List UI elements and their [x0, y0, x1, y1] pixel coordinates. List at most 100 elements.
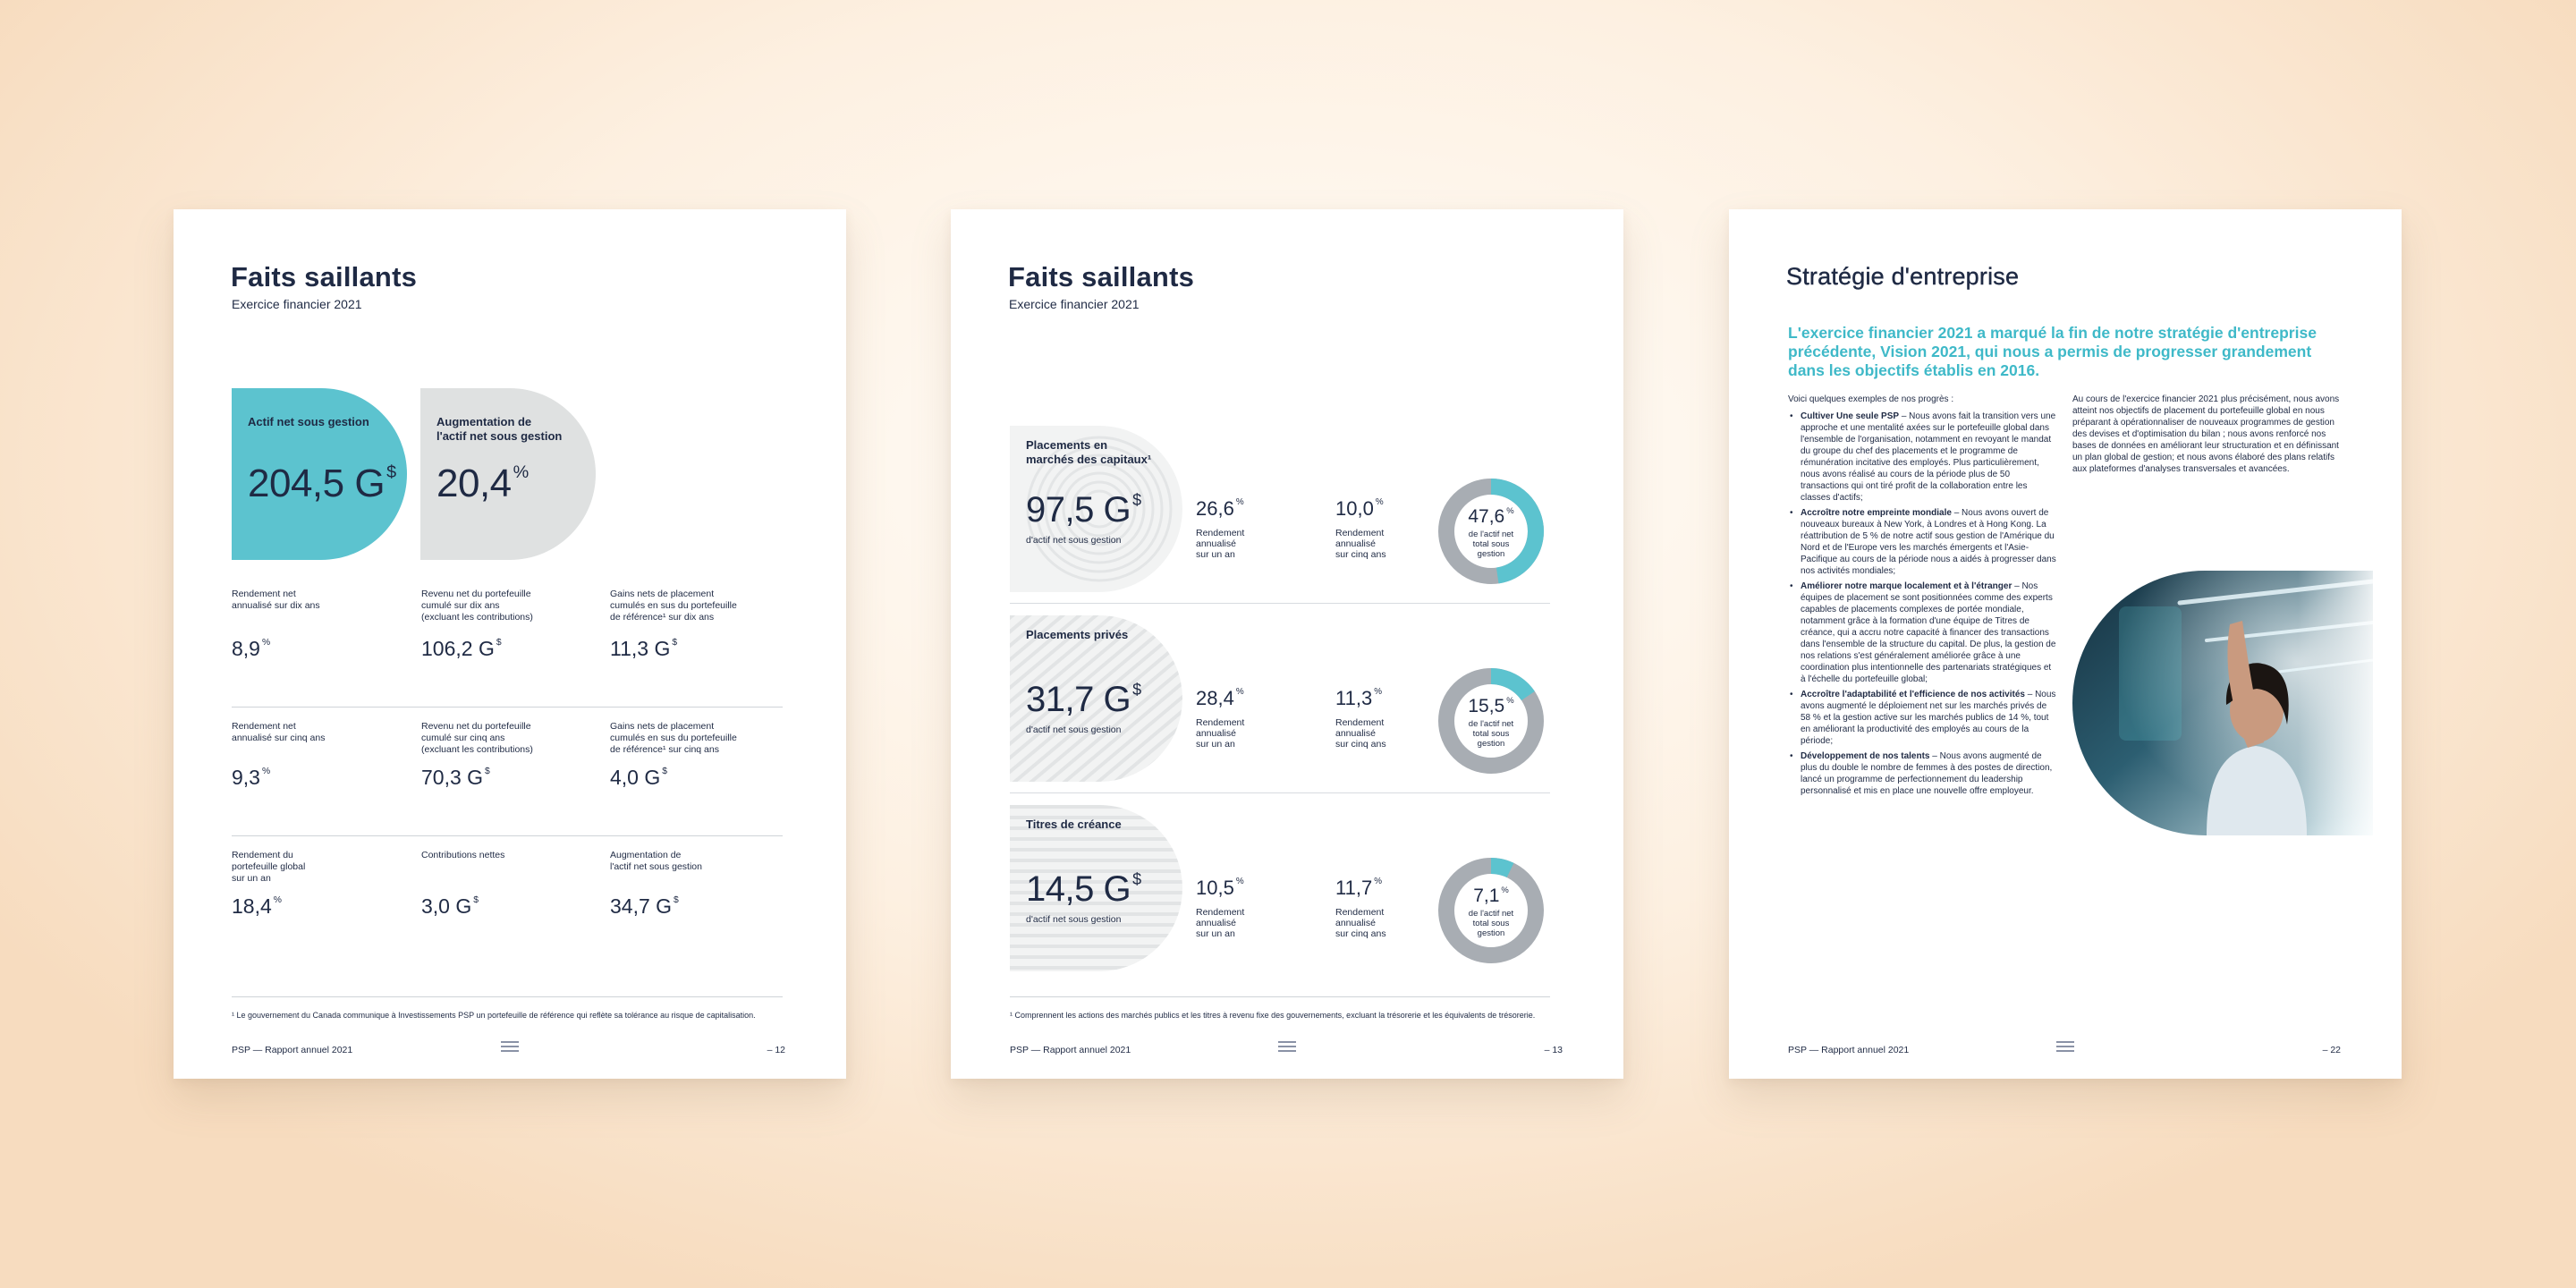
share-donut: 15,5% de l'actif net total sous gestion: [1436, 665, 1546, 776]
share-value: 47,6%: [1468, 506, 1514, 527]
metric-label: Rendement du portefeuille global sur un …: [232, 850, 306, 884]
asset-value: 31,7 G $: [1026, 680, 1141, 719]
asset-class-title: Titres de créance: [1026, 818, 1122, 831]
arc-pattern-graphic: [1010, 426, 1182, 592]
share-label: de l'actif net total sous gestion: [1468, 719, 1514, 749]
five-year-return-label: Rendement annualisé sur cinq ans: [1335, 528, 1386, 560]
list-item: Développement de nos talents – Nous avon…: [1788, 750, 2056, 797]
list-item: Accroître l'adaptabilité et l'efficience…: [1788, 689, 2056, 747]
metric-label: Rendement net annualisé sur dix ans: [232, 589, 320, 611]
metric-label: Revenu net du portefeuille cumulé sur ci…: [421, 721, 533, 755]
report-page-13: Faits saillants Exercice financier 2021 …: [951, 209, 1623, 1079]
highlight-net-assets-increase: Augmentation de l'actif net sous gestion…: [420, 388, 596, 560]
highlight-value: 20,4%: [436, 462, 529, 505]
asset-value-label: d'actif net sous gestion: [1026, 724, 1122, 735]
report-page-22: Stratégie d'entreprise L'exercice financ…: [1729, 209, 2402, 1079]
one-year-return: 10,5%: [1196, 877, 1244, 899]
section-divider: [1010, 792, 1550, 793]
asset-value-label: d'actif net sous gestion: [1026, 914, 1122, 925]
metric-value: 70,3 G $: [421, 766, 490, 789]
section-divider: [1010, 603, 1550, 604]
report-page-12: Faits saillants Exercice financier 2021 …: [174, 209, 846, 1079]
metric-value: 34,7 G $: [610, 894, 679, 918]
page-title: Faits saillants: [1008, 261, 1195, 292]
list-item: Améliorer notre marque localement et à l…: [1788, 580, 2056, 685]
one-year-return-label: Rendement annualisé sur un an: [1196, 907, 1245, 939]
share-label: de l'actif net total sous gestion: [1468, 530, 1514, 559]
highlight-value: 204,5 G $: [248, 462, 396, 505]
intro-text: Voici quelques exemples de nos progrès :: [1788, 394, 1954, 404]
footnote-divider: [1010, 996, 1550, 997]
left-column: Voici quelques exemples de nos progrès :…: [1788, 394, 2056, 801]
five-year-return: 11,7%: [1335, 877, 1382, 899]
footnote-divider: [232, 996, 783, 997]
footer-report-title: PSP — Rapport annuel 2021: [232, 1045, 353, 1055]
page-number: – 22: [2322, 1045, 2341, 1055]
right-column: Au cours de l'exercice financier 2021 pl…: [2072, 394, 2344, 475]
one-year-return-label: Rendement annualisé sur un an: [1196, 528, 1245, 560]
one-year-return: 26,6%: [1196, 497, 1244, 520]
share-value: 15,5%: [1468, 696, 1514, 716]
asset-value-label: d'actif net sous gestion: [1026, 535, 1122, 546]
menu-icon[interactable]: [1278, 1041, 1296, 1052]
five-year-return-label: Rendement annualisé sur cinq ans: [1335, 907, 1386, 939]
metric-label: Rendement net annualisé sur cinq ans: [232, 721, 326, 743]
donut-share-arc: [1438, 858, 1544, 963]
highlight-net-assets: Actif net sous gestion 204,5 G $: [232, 388, 407, 560]
asset-class-title: Placements privés: [1026, 628, 1129, 641]
asset-class-credit: Titres de créance 14,5 G $ d'actif net so…: [1010, 796, 1550, 971]
page-subtitle: Exercice financier 2021: [232, 297, 362, 311]
footer-report-title: PSP — Rapport annuel 2021: [1010, 1045, 1131, 1055]
donut-share-arc: [1438, 479, 1544, 584]
five-year-return: 11,3%: [1335, 687, 1382, 709]
metric-label: Contributions nettes: [421, 850, 505, 860]
share-value: 7,1%: [1473, 886, 1509, 906]
metric-value: 106,2 G $: [421, 637, 502, 660]
asset-class-private-markets: Placements privés 31,7 G $ d'actif net so…: [1010, 606, 1550, 782]
asset-class-capital-markets: Placements en marchés des capitaux¹ 97,5…: [1010, 417, 1550, 592]
share-donut: 47,6% de l'actif net total sous gestion: [1436, 476, 1546, 587]
diagonal-pattern-graphic: [1010, 615, 1182, 782]
metric-value: 3,0 G $: [421, 894, 479, 918]
list-item: Accroître notre empreinte mondiale – Nou…: [1788, 507, 2056, 577]
employee-photo: [2072, 571, 2373, 835]
metric-label: Gains nets de placement cumulés en sus d…: [610, 721, 737, 755]
five-year-return: 10,0%: [1335, 497, 1384, 520]
menu-icon[interactable]: [501, 1041, 519, 1052]
metric-label: Revenu net du portefeuille cumulé sur di…: [421, 589, 533, 623]
page-number: – 12: [767, 1045, 785, 1055]
highlight-label: Augmentation de l'actif net sous gestion: [436, 415, 563, 443]
stripe-pattern-graphic: [1010, 805, 1182, 971]
one-year-return: 28,4%: [1196, 687, 1244, 709]
list-item: Cultiver Une seule PSP – Nous avons fait…: [1788, 411, 2056, 504]
metric-value: 8,9%: [232, 637, 271, 660]
metric-label: Augmentation de l'actif net sous gestion: [610, 850, 702, 872]
metric-value: 9,3%: [232, 766, 271, 789]
asset-value: 14,5 G $: [1026, 869, 1141, 909]
footnote: ¹ Le gouvernement du Canada communique à…: [232, 1011, 756, 1020]
metric-value: 4,0 G $: [610, 766, 668, 789]
menu-icon[interactable]: [2056, 1041, 2074, 1052]
page-title: Stratégie d'entreprise: [1786, 263, 2020, 290]
divider: [232, 835, 783, 836]
metric-label: Gains nets de placement cumulés en sus d…: [610, 589, 737, 623]
highlight-label: Actif net sous gestion: [248, 415, 369, 428]
progress-list: Cultiver Une seule PSP – Nous avons fait…: [1788, 411, 2056, 797]
donut-share-arc: [1438, 668, 1544, 774]
lead-paragraph: L'exercice financier 2021 a marqué la fi…: [1788, 324, 2317, 379]
right-paragraph: Au cours de l'exercice financier 2021 pl…: [2072, 394, 2340, 474]
share-donut: 7,1% de l'actif net total sous gestion: [1436, 855, 1546, 966]
asset-value: 97,5 G $: [1026, 490, 1141, 530]
one-year-return-label: Rendement annualisé sur un an: [1196, 717, 1245, 750]
divider: [232, 707, 783, 708]
page-number: – 13: [1544, 1045, 1563, 1055]
asset-class-title: Placements en marchés des capitaux¹: [1026, 438, 1152, 466]
footer-report-title: PSP — Rapport annuel 2021: [1788, 1045, 1910, 1055]
five-year-return-label: Rendement annualisé sur cinq ans: [1335, 717, 1386, 750]
metric-value: 18,4%: [232, 894, 282, 918]
page-title: Faits saillants: [231, 261, 418, 292]
page-subtitle: Exercice financier 2021: [1009, 297, 1140, 311]
share-label: de l'actif net total sous gestion: [1468, 909, 1514, 938]
metric-value: 11,3 G $: [610, 637, 678, 660]
footnote: ¹ Comprennent les actions des marchés pu…: [1010, 1011, 1536, 1020]
